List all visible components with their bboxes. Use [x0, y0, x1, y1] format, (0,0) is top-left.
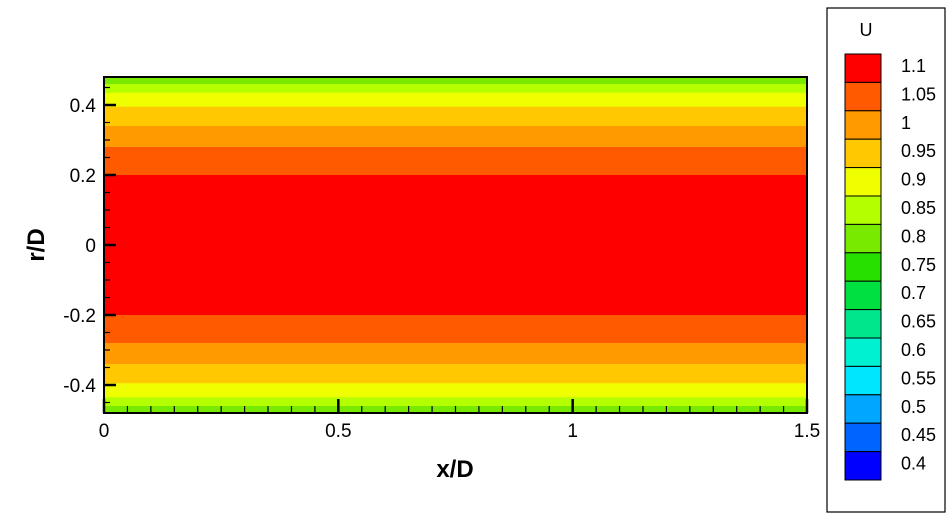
x-tick-label: 0	[99, 421, 110, 442]
y-tick-label: 0.2	[70, 166, 96, 187]
contour-band	[104, 343, 807, 365]
legend-swatch	[844, 195, 882, 225]
legend-label: 1.1	[901, 56, 926, 76]
contour-band	[104, 126, 807, 148]
x-axis-title: x/D	[436, 456, 473, 483]
legend-label: 0.6	[901, 340, 926, 360]
legend-label: 1	[901, 113, 911, 133]
legend-label: 0.4	[901, 454, 926, 474]
contour-band	[104, 106, 807, 127]
x-tick-label: 1	[567, 421, 578, 442]
legend-swatch	[844, 280, 882, 311]
contour-band	[104, 92, 807, 108]
legend-swatch	[844, 81, 882, 112]
contour-band	[104, 245, 807, 316]
legend-swatch	[844, 53, 882, 83]
legend-label: 0.8	[901, 226, 926, 246]
legend-label: 0.85	[901, 198, 936, 218]
legend-swatch	[844, 394, 882, 424]
legend-label: 0.45	[901, 425, 936, 445]
contour-bands	[104, 77, 807, 414]
legend-swatch	[844, 422, 882, 453]
contour-band	[104, 383, 807, 398]
x-tick-label: 1.5	[794, 421, 820, 442]
x-axis: 0 0.5 1 1.5	[99, 399, 820, 442]
y-axis-title: r/D	[23, 228, 50, 261]
legend-swatch	[844, 167, 882, 197]
legend-label: 0.65	[901, 312, 936, 332]
legend-label: 0.55	[901, 368, 936, 388]
contour-band	[104, 315, 807, 344]
y-tick-label: 0.4	[70, 96, 97, 117]
contour-band	[104, 147, 807, 176]
legend-title: U	[860, 20, 873, 40]
y-tick-label: 0	[85, 236, 96, 257]
y-tick-label: -0.4	[63, 376, 96, 397]
contour-band	[104, 364, 807, 384]
y-tick-label: -0.2	[63, 306, 96, 327]
contour-band	[104, 77, 807, 85]
legend-swatch	[844, 337, 882, 367]
legend-label: 0.75	[901, 255, 936, 275]
legend-label: 1.05	[901, 84, 936, 104]
legend-swatch	[844, 110, 882, 140]
y-axis: -0.4 -0.2 0 0.2 0.4	[63, 86, 116, 404]
legend-swatch	[844, 223, 882, 254]
legend-swatch	[844, 138, 882, 169]
legend-label: 0.5	[901, 397, 926, 417]
legend-swatch	[844, 252, 882, 282]
legend-swatch	[844, 309, 882, 339]
legend-swatch	[844, 365, 882, 396]
contour-band	[104, 84, 807, 94]
x-tick-label: 0.5	[325, 421, 351, 442]
contour-band	[104, 397, 807, 407]
legend-label: 0.9	[901, 170, 926, 190]
legend-swatch	[844, 451, 882, 481]
legend: U 1.1 1.05 1 0.95 0.9 0.85 0.8 0.75 0.7 0.65 0.6 0.…	[826, 7, 946, 513]
legend-label: 0.95	[901, 141, 936, 161]
legend-items: 1.1 1.05 1 0.95 0.9 0.85 0.8 0.75 0.7 0.65 0.6 0.55…	[844, 53, 936, 481]
legend-label: 0.7	[901, 283, 926, 303]
contour-band	[104, 175, 807, 246]
